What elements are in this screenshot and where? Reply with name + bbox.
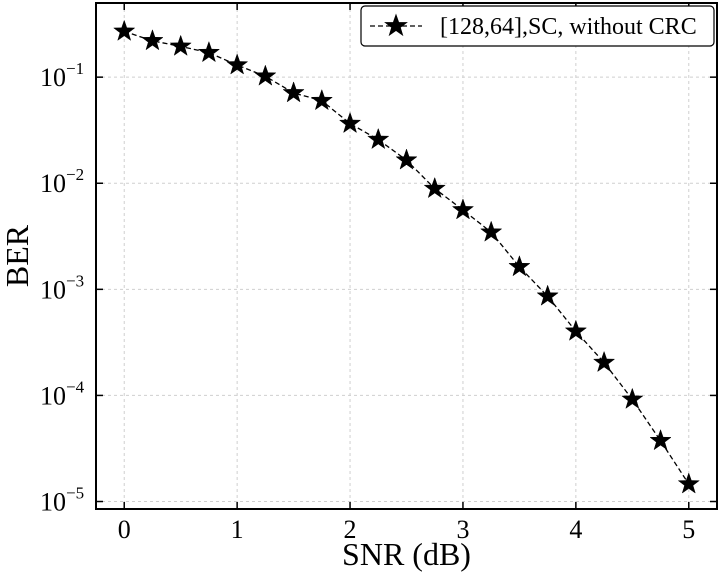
data-point-star bbox=[197, 40, 221, 63]
data-point-star bbox=[479, 220, 503, 242]
data-point-star bbox=[564, 319, 588, 341]
data-point-star bbox=[592, 350, 616, 373]
y-tick-label: 10−2 bbox=[40, 165, 84, 198]
y-tick-labels: 10−1 10−2 10−3 10−4 10−5 bbox=[40, 59, 85, 516]
data-point-star bbox=[367, 127, 390, 150]
data-point-star bbox=[508, 255, 531, 277]
x-tick-label: 5 bbox=[682, 515, 695, 544]
legend-box bbox=[360, 5, 715, 47]
legend: [128,64],SC, without CRC bbox=[360, 5, 715, 47]
data-point-star bbox=[225, 53, 249, 75]
data-point-star bbox=[423, 176, 446, 199]
grid bbox=[96, 3, 717, 509]
legend-star-marker bbox=[384, 13, 408, 37]
y-tick-label: 10−4 bbox=[40, 377, 85, 410]
x-tick-labels: 0 1 2 3 4 5 bbox=[118, 515, 696, 544]
series-layer bbox=[113, 19, 700, 494]
data-point-star bbox=[621, 387, 644, 409]
data-point-star bbox=[310, 88, 334, 111]
x-tick-label: 2 bbox=[344, 515, 357, 544]
data-point-star bbox=[395, 148, 418, 170]
data-point-star bbox=[141, 29, 164, 51]
x-axis-label: SNR (dB) bbox=[342, 536, 471, 572]
x-tick-label: 4 bbox=[569, 515, 582, 544]
data-point-star bbox=[169, 34, 192, 56]
data-point-star bbox=[677, 472, 700, 494]
series-line bbox=[124, 30, 690, 485]
legend-entry-label: [128,64],SC, without CRC bbox=[440, 14, 697, 40]
data-point-star bbox=[254, 64, 277, 86]
plot-frame bbox=[95, 2, 718, 510]
data-point-star bbox=[649, 428, 672, 451]
x-tick-label: 1 bbox=[231, 515, 244, 544]
ticks bbox=[96, 3, 717, 509]
y-tick-label: 10−3 bbox=[40, 271, 84, 304]
data-point-star bbox=[338, 111, 362, 134]
y-tick-label: 10−1 bbox=[40, 59, 84, 92]
y-axis-label: BER bbox=[0, 224, 35, 287]
data-point-star bbox=[113, 19, 136, 41]
data-point-star bbox=[451, 198, 475, 220]
data-point-star bbox=[282, 81, 305, 103]
y-tick-label: 10−5 bbox=[40, 484, 84, 517]
x-tick-label: 3 bbox=[456, 515, 469, 544]
data-point-star bbox=[536, 284, 559, 306]
x-tick-label: 0 bbox=[118, 515, 131, 544]
